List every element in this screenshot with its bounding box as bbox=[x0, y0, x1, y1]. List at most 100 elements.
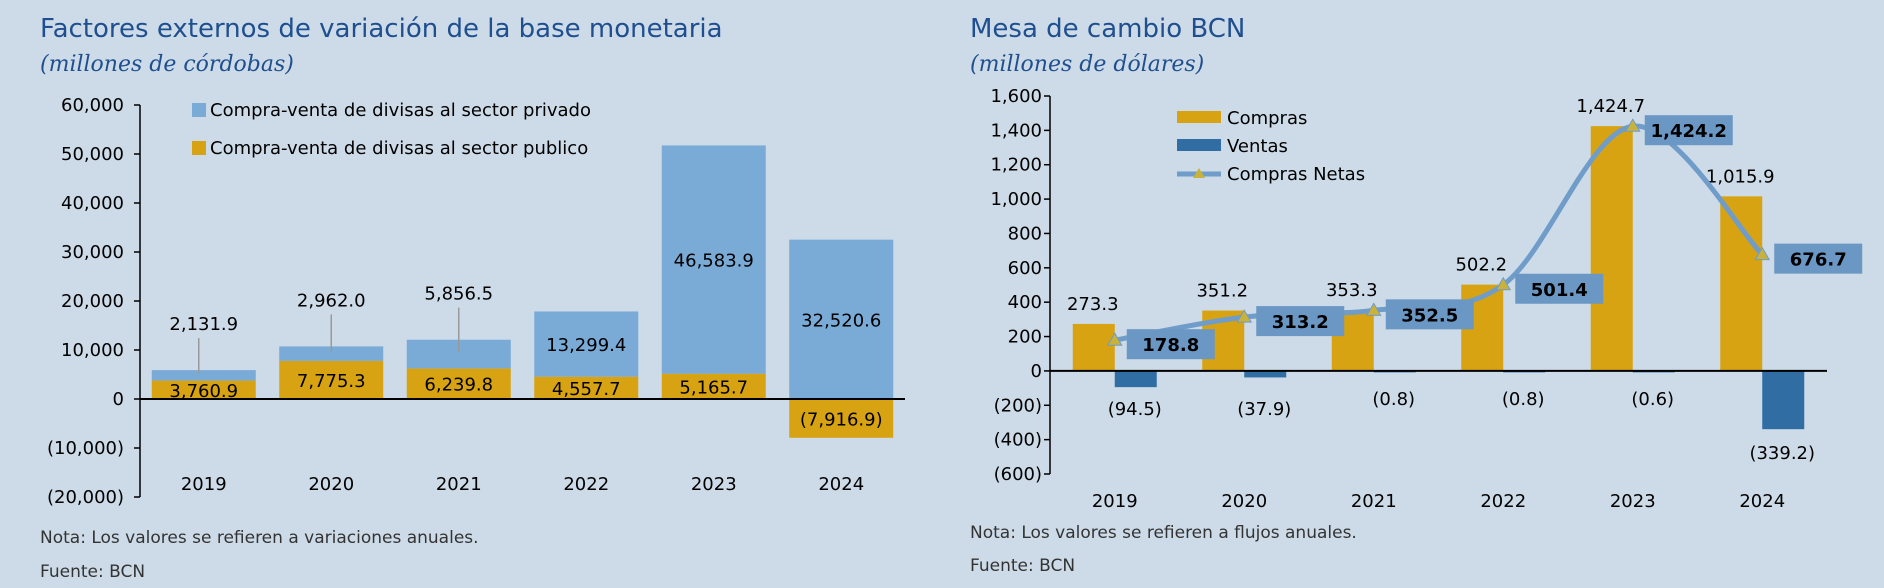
right-legend-label-netas: Compras Netas bbox=[1227, 164, 1365, 185]
left-data-label-privado: 5,856.5 bbox=[424, 284, 493, 305]
right-y-tick-label: 800 bbox=[1008, 223, 1042, 244]
right-data-label-box-netas bbox=[1774, 243, 1863, 274]
right-marker-compras-netas bbox=[1495, 276, 1512, 291]
right-marker-compras-netas bbox=[1365, 302, 1382, 316]
left-x-tick-label: 2024 bbox=[818, 474, 864, 495]
right-legend-marker-netas bbox=[1193, 168, 1205, 178]
right-data-label-ventas: (339.2) bbox=[1749, 443, 1815, 464]
left-bar-publico bbox=[661, 373, 766, 399]
right-marker-compras-netas bbox=[1106, 332, 1123, 346]
right-data-label-compras: 353.3 bbox=[1326, 280, 1378, 301]
left-bar-privado bbox=[789, 239, 894, 399]
right-legend-label-compras: Compras bbox=[1227, 108, 1307, 129]
right-data-label-compras: 351.2 bbox=[1196, 281, 1248, 302]
right-legend-label-ventas: Ventas bbox=[1227, 136, 1288, 157]
right-y-tick-label: 1,200 bbox=[990, 155, 1042, 176]
left-legend-swatch-publico bbox=[192, 141, 206, 155]
right-legend-swatch-ventas bbox=[1177, 139, 1221, 151]
left-y-tick-label: (10,000) bbox=[47, 438, 124, 459]
right-data-label-netas: 313.2 bbox=[1272, 312, 1329, 333]
right-chart-plot: 1,600 1,400 1,200 1,000 800 600 400 200 0 (200) (4… bbox=[990, 86, 1863, 512]
left-bar-privado bbox=[279, 346, 384, 361]
left-y-tick-label: 30,000 bbox=[61, 242, 124, 263]
left-x-tick-label: 2022 bbox=[563, 474, 609, 495]
right-y-tick-label: 1,400 bbox=[990, 120, 1042, 141]
right-data-label-box-netas bbox=[1644, 115, 1733, 146]
right-x-tick-label: 2024 bbox=[1739, 491, 1785, 512]
right-x-tick-label: 2021 bbox=[1351, 491, 1397, 512]
left-x-tick-label: 2021 bbox=[436, 474, 482, 495]
right-x-tick-label: 2023 bbox=[1610, 491, 1656, 512]
right-x-tick-label: 2019 bbox=[1092, 491, 1138, 512]
right-y-tick-label: 0 bbox=[1031, 361, 1042, 382]
left-bar-publico bbox=[279, 360, 384, 399]
right-data-label-netas: 501.4 bbox=[1531, 280, 1588, 301]
left-legend-swatch-privado bbox=[192, 103, 206, 117]
right-legend-swatch-compras bbox=[1177, 111, 1221, 123]
right-data-label-compras: 273.3 bbox=[1067, 294, 1119, 315]
right-chart-title: Mesa de cambio BCN bbox=[970, 14, 1246, 44]
left-data-label-publico: 5,165.7 bbox=[679, 377, 748, 398]
left-data-label-privado: 46,583.9 bbox=[674, 251, 754, 272]
right-data-label-netas: 352.5 bbox=[1401, 305, 1458, 326]
right-bar-compras bbox=[1072, 323, 1115, 371]
left-bar-publico bbox=[406, 368, 511, 399]
right-y-tick-label: (600) bbox=[994, 464, 1042, 485]
left-y-tick-label: (20,000) bbox=[47, 487, 124, 508]
left-y-tick-label: 10,000 bbox=[61, 340, 124, 361]
right-data-label-compras: 502.2 bbox=[1455, 255, 1507, 276]
right-data-label-compras: 1,015.9 bbox=[1706, 166, 1775, 187]
left-data-label-publico: 7,775.3 bbox=[297, 371, 366, 392]
right-y-tick-label: (400) bbox=[994, 430, 1042, 451]
right-bar-ventas bbox=[1244, 370, 1287, 378]
left-data-label-privado: 2,962.0 bbox=[297, 290, 366, 311]
left-bar-privado bbox=[534, 311, 639, 377]
left-data-label-privado: 2,131.9 bbox=[169, 314, 238, 335]
left-y-tick-label: 0 bbox=[113, 389, 124, 410]
left-data-label-publico: 6,239.8 bbox=[424, 375, 493, 396]
right-y-tick-label: 400 bbox=[1008, 292, 1042, 313]
right-data-label-netas: 1,424.2 bbox=[1651, 121, 1727, 142]
left-bar-privado bbox=[661, 145, 766, 374]
left-data-label-privado: 32,520.6 bbox=[801, 310, 881, 331]
left-chart-panel: Factores externos de variación de la bas… bbox=[0, 0, 940, 588]
right-y-tick-label: 600 bbox=[1008, 258, 1042, 279]
right-y-tick-label: (200) bbox=[994, 395, 1042, 416]
left-x-tick-label: 2020 bbox=[308, 474, 354, 495]
right-data-label-box-netas bbox=[1256, 306, 1345, 337]
right-y-tick-label: 1,000 bbox=[990, 189, 1042, 210]
right-data-label-ventas: (0.8) bbox=[1372, 389, 1415, 410]
right-chart-panel: Mesa de cambio BCN (millones de dólares)… bbox=[945, 0, 1884, 588]
right-bar-ventas bbox=[1114, 370, 1157, 388]
left-chart-plot: 60,000 50,000 40,000 30,000 20,000 10,000 0 (10… bbox=[47, 95, 905, 508]
left-chart-source: Fuente: BCN bbox=[40, 562, 146, 582]
left-x-tick-label: 2019 bbox=[181, 474, 227, 495]
right-data-label-compras: 1,424.7 bbox=[1576, 96, 1645, 117]
left-y-tick-label: 60,000 bbox=[61, 95, 124, 116]
left-y-tick-label: 20,000 bbox=[61, 291, 124, 312]
right-chart-note: Nota: Los valores se refieren a flujos a… bbox=[970, 523, 1357, 543]
right-data-label-netas: 676.7 bbox=[1790, 250, 1847, 271]
left-legend: Compra-venta de divisas al sector privad… bbox=[192, 100, 591, 159]
right-bar-compras bbox=[1720, 196, 1763, 371]
right-bar-compras bbox=[1590, 126, 1633, 371]
right-marker-compras-netas bbox=[1754, 246, 1771, 261]
right-data-label-ventas: (94.5) bbox=[1108, 399, 1162, 420]
left-legend-label-publico: Compra-venta de divisas al sector public… bbox=[210, 138, 588, 159]
left-legend-label-privado: Compra-venta de divisas al sector privad… bbox=[210, 100, 591, 121]
right-chart-subtitle: (millones de dólares) bbox=[970, 52, 1205, 77]
right-chart-source: Fuente: BCN bbox=[970, 556, 1076, 576]
left-bar-publico bbox=[151, 380, 256, 399]
left-y-tick-label: 50,000 bbox=[61, 144, 124, 165]
right-data-label-box-netas bbox=[1385, 299, 1474, 330]
right-data-label-ventas: (0.8) bbox=[1502, 389, 1545, 410]
left-data-label-publico: 3,760.9 bbox=[169, 381, 238, 402]
left-chart-title: Factores externos de variación de la bas… bbox=[40, 14, 723, 44]
left-bar-publico bbox=[534, 376, 639, 399]
right-data-label-netas: 178.8 bbox=[1142, 335, 1199, 356]
right-data-label-ventas: (37.9) bbox=[1237, 399, 1291, 420]
right-marker-compras-netas bbox=[1236, 309, 1253, 323]
right-data-label-box-netas bbox=[1126, 329, 1215, 360]
right-marker-compras-netas bbox=[1624, 118, 1641, 132]
right-y-tick-label: 1,600 bbox=[990, 86, 1042, 107]
